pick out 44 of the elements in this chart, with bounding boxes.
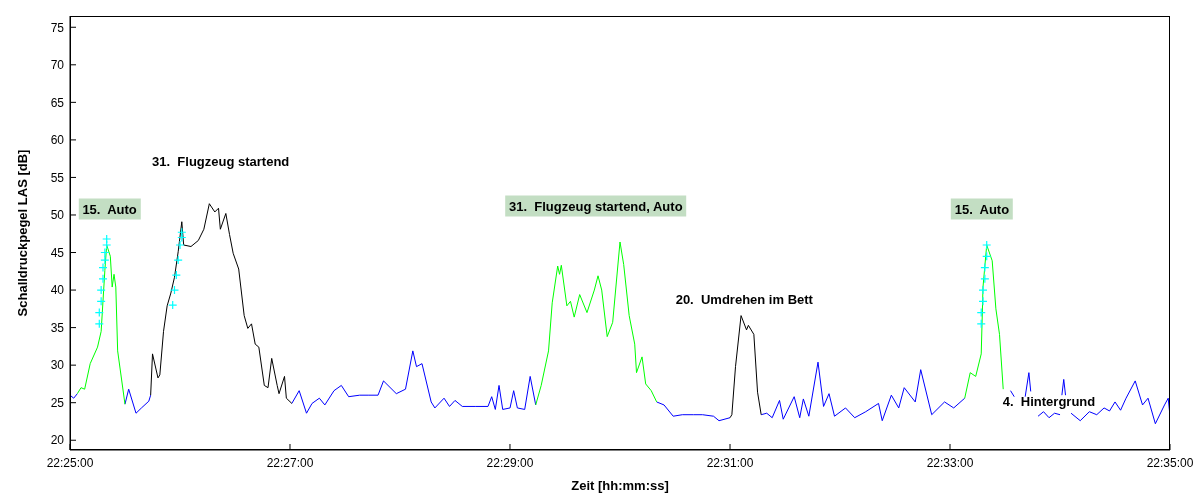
point	[171, 270, 181, 280]
point	[102, 240, 112, 250]
y-tick-label: 65	[50, 95, 65, 110]
y-tick-label: 45	[50, 245, 65, 260]
x-tick-label: 22:29:00	[486, 455, 534, 470]
point	[980, 274, 990, 284]
point	[976, 319, 986, 329]
y-tick-label: 60	[50, 133, 65, 148]
y-tick-label: 40	[50, 283, 65, 298]
y-tick-label: 70	[50, 58, 65, 73]
x-tick-label: 22:25:00	[46, 455, 94, 470]
point	[100, 255, 110, 265]
point	[982, 240, 992, 250]
point	[173, 255, 183, 265]
annotation: 20. Umdrehen im Bett	[674, 290, 814, 309]
annotation: 31. Flugzeug startend	[151, 152, 291, 171]
y-tick-label: 30	[50, 358, 65, 373]
annotation: 31. Flugzeug startend, Auto	[505, 195, 687, 217]
point	[978, 285, 988, 295]
point	[98, 262, 108, 273]
point	[96, 285, 106, 295]
point	[169, 285, 180, 295]
point	[980, 262, 990, 273]
y-tick-label: 55	[50, 170, 65, 185]
annotation: 15. Auto	[950, 198, 1014, 220]
y-tick-label: 75	[50, 20, 65, 35]
x-tick-label: 22:27:00	[266, 455, 314, 470]
point	[175, 240, 185, 250]
y-tick-label: 50	[50, 208, 65, 223]
point	[978, 296, 988, 306]
x-tick-label: 22:35:00	[1146, 455, 1194, 470]
y-tick-label: 25	[50, 395, 65, 410]
y-tick-label: 20	[50, 433, 65, 448]
y-axis-title: Schalldruckpegel LAS [dB]	[14, 149, 30, 317]
x-tick-label: 22:31:00	[706, 455, 754, 470]
y-tick-label: 35	[50, 320, 65, 335]
point	[168, 300, 178, 310]
point	[94, 319, 104, 329]
annotation: 4. Hintergrund	[1001, 392, 1097, 411]
x-axis-title: Zeit [hh:mm:ss]	[571, 478, 669, 493]
point	[98, 274, 108, 284]
annotation: 15. Auto	[78, 198, 141, 220]
x-tick-label: 22:33:00	[926, 455, 974, 470]
point	[102, 234, 112, 244]
